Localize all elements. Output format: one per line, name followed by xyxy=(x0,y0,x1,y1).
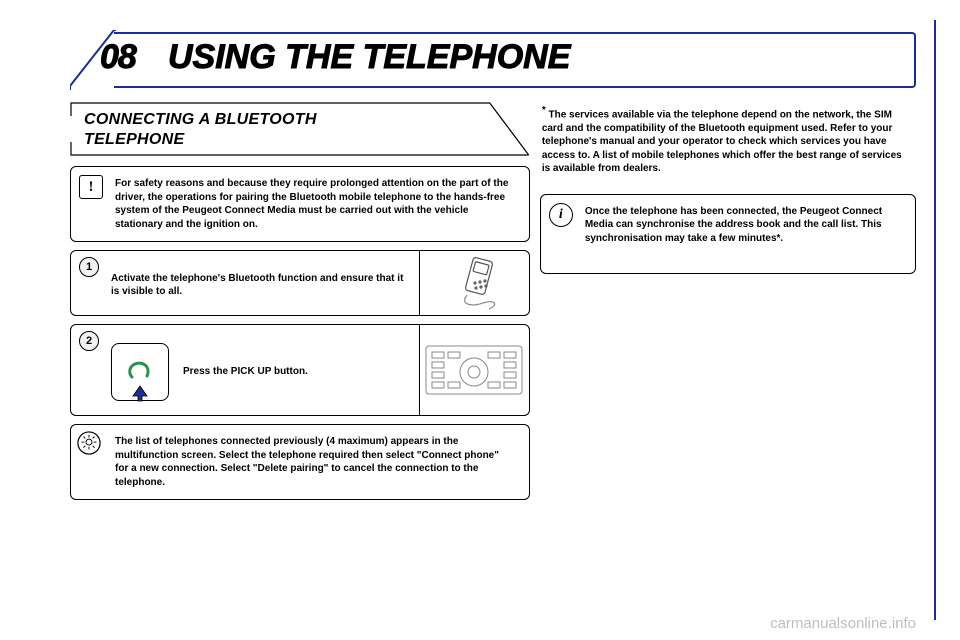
info-text: Once the telephone has been connected, t… xyxy=(585,205,901,246)
lightbulb-icon xyxy=(77,431,101,455)
pickup-button-illustration xyxy=(111,343,169,401)
step-2-body: Press the PICK UP button. xyxy=(71,325,419,415)
step-2-text: Press the PICK UP button. xyxy=(183,365,308,379)
watermark: carmanualsonline.info xyxy=(770,615,916,632)
safety-warning-text: For safety reasons and because they requ… xyxy=(115,177,515,231)
radio-panel-icon xyxy=(424,340,524,400)
section-title-block: CONNECTING A BLUETOOTH TELEPHONE xyxy=(70,102,530,158)
footnote-marker: * xyxy=(542,105,546,116)
mobile-phone-icon xyxy=(439,255,509,311)
section-title-line1: CONNECTING A BLUETOOTH xyxy=(84,110,516,130)
tip-text: The list of telephones connected previou… xyxy=(115,435,515,489)
footnote-text: The services available via the telephone… xyxy=(542,109,902,174)
chapter-number: 08 xyxy=(100,38,136,77)
info-icon: i xyxy=(549,203,573,227)
page-margin-rule xyxy=(934,20,936,620)
step-1-image xyxy=(419,251,529,315)
arrow-up-icon xyxy=(131,384,149,402)
info-box: i Once the telephone has been connected,… xyxy=(540,194,916,274)
step-2-badge: 2 xyxy=(79,331,99,351)
left-column: CONNECTING A BLUETOOTH TELEPHONE ! For s… xyxy=(70,102,530,500)
warning-icon-label: ! xyxy=(89,179,94,196)
tip-box: The list of telephones connected previou… xyxy=(70,424,530,500)
right-column: * The services available via the telepho… xyxy=(540,102,916,500)
step-1-text: Activate the telephone's Bluetooth funct… xyxy=(111,272,407,299)
step-2-row: 2 Press the PICK UP button. xyxy=(70,324,530,416)
step-2-image xyxy=(419,325,529,415)
safety-warning-box: ! For safety reasons and because they re… xyxy=(70,166,530,242)
section-title-line2: TELEPHONE xyxy=(84,130,516,150)
chapter-header: 08 USING THE TELEPHONE xyxy=(70,32,916,88)
info-icon-label: i xyxy=(559,207,563,223)
warning-icon: ! xyxy=(79,175,103,199)
step-1-badge: 1 xyxy=(79,257,99,277)
step-1-row: 1 Activate the telephone's Bluetooth fun… xyxy=(70,250,530,316)
manual-page: 08 USING THE TELEPHONE CONNECTING A BLUE… xyxy=(0,0,960,640)
footnote: * The services available via the telepho… xyxy=(540,102,916,184)
chapter-title: USING THE TELEPHONE xyxy=(168,38,570,77)
content-columns: CONNECTING A BLUETOOTH TELEPHONE ! For s… xyxy=(70,102,916,500)
step-1-body: Activate the telephone's Bluetooth funct… xyxy=(71,251,419,315)
